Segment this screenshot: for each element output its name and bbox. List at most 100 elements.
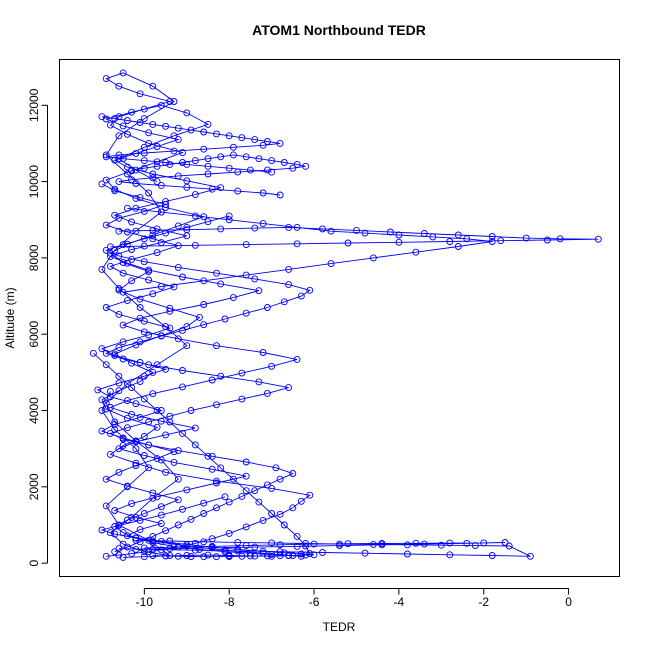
data-point xyxy=(297,552,305,560)
data-point xyxy=(106,529,114,537)
data-point xyxy=(132,462,140,469)
data-point xyxy=(213,269,220,277)
data-point xyxy=(187,126,195,134)
data-point xyxy=(140,105,148,113)
data-point xyxy=(149,290,157,298)
data-point xyxy=(187,515,195,523)
data-point xyxy=(157,101,165,109)
data-point xyxy=(128,166,136,174)
data-point xyxy=(187,553,195,560)
data-point xyxy=(166,98,174,105)
series-line xyxy=(101,72,311,557)
data-point xyxy=(412,248,420,256)
data-point xyxy=(157,511,165,519)
data-point xyxy=(98,265,106,273)
data-point xyxy=(166,537,174,545)
data-point xyxy=(115,310,123,318)
data-point xyxy=(140,548,148,556)
data-point xyxy=(183,540,191,548)
data-point xyxy=(140,242,148,250)
data-point xyxy=(128,500,136,508)
data-point xyxy=(200,145,208,153)
data-point xyxy=(327,227,335,235)
data-point xyxy=(437,541,445,549)
data-point xyxy=(268,510,276,517)
data-point xyxy=(217,464,225,472)
data-point xyxy=(170,132,178,140)
data-point xyxy=(106,121,114,129)
data-point xyxy=(123,297,131,305)
x-tick-label: -4 xyxy=(394,595,405,609)
data-point xyxy=(285,281,293,289)
series-line xyxy=(123,207,493,293)
data-point xyxy=(259,189,267,197)
data-point xyxy=(238,492,246,500)
data-point xyxy=(225,164,233,172)
data-point xyxy=(204,155,212,163)
data-point xyxy=(191,424,199,432)
data-point xyxy=(306,550,314,558)
data-point xyxy=(132,445,140,453)
data-point xyxy=(162,159,170,166)
data-point xyxy=(183,183,191,191)
data-point xyxy=(306,491,314,499)
data-point xyxy=(94,386,102,394)
data-point xyxy=(251,552,259,560)
data-point xyxy=(106,450,114,458)
data-point xyxy=(200,321,208,329)
series-line xyxy=(101,116,281,173)
data-point xyxy=(280,549,288,557)
data-point xyxy=(208,185,216,193)
data-point xyxy=(132,194,140,202)
y-tick-label: 6000 xyxy=(27,321,41,348)
data-point xyxy=(102,552,110,560)
data-point xyxy=(162,468,170,476)
data-point xyxy=(149,231,157,239)
data-point xyxy=(213,130,220,138)
data-point xyxy=(361,549,369,557)
y-axis-label: Altitude (m) xyxy=(3,287,17,348)
data-point xyxy=(111,530,119,538)
data-point xyxy=(200,553,208,561)
data-point xyxy=(395,238,403,246)
data-point xyxy=(191,212,199,220)
data-point xyxy=(111,156,119,164)
data-point xyxy=(238,552,246,560)
data-point xyxy=(191,191,199,199)
data-point xyxy=(123,170,131,178)
data-point xyxy=(136,516,144,524)
data-point xyxy=(293,223,301,231)
data-point xyxy=(115,521,123,529)
data-point xyxy=(229,475,237,483)
data-point xyxy=(255,287,263,295)
data-point xyxy=(263,481,271,489)
data-point xyxy=(480,539,488,547)
data-point xyxy=(174,263,182,271)
data-point xyxy=(119,288,127,296)
data-point xyxy=(310,551,318,559)
data-point xyxy=(251,543,259,551)
data-point xyxy=(102,153,110,161)
data-point xyxy=(179,429,186,437)
data-point xyxy=(119,241,127,249)
data-point xyxy=(310,540,318,548)
data-point xyxy=(200,277,208,285)
data-point xyxy=(213,401,220,409)
x-axis: -10 -8 -6 -4 -2 0 xyxy=(136,588,572,609)
data-point xyxy=(166,412,174,420)
data-point xyxy=(111,115,119,123)
data-point xyxy=(238,134,246,142)
data-point xyxy=(128,218,136,226)
data-point xyxy=(102,221,110,229)
data-point xyxy=(115,178,123,186)
data-point xyxy=(140,235,148,243)
data-point xyxy=(145,129,153,137)
data-point xyxy=(174,475,182,483)
data-point xyxy=(145,418,153,426)
data-point xyxy=(174,447,182,455)
data-point xyxy=(162,527,170,535)
data-point xyxy=(289,552,297,559)
data-point xyxy=(102,75,110,83)
data-point xyxy=(319,549,326,556)
